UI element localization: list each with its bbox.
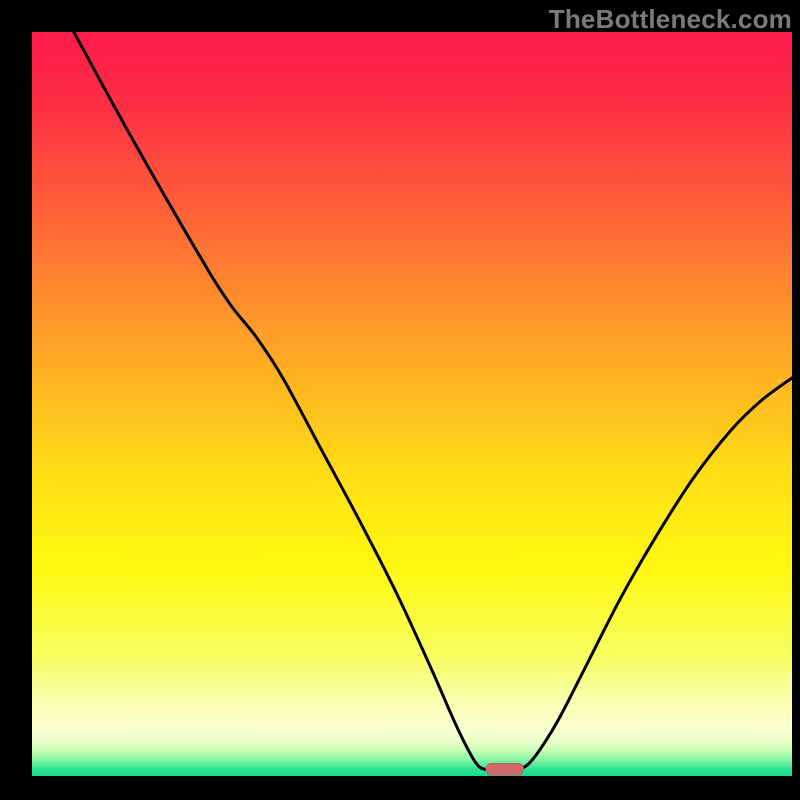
chart-frame: TheBottleneck.com bbox=[0, 0, 800, 800]
optimal-marker bbox=[486, 763, 524, 775]
gradient-background bbox=[32, 32, 792, 776]
bottleneck-chart bbox=[0, 0, 800, 800]
watermark-text: TheBottleneck.com bbox=[549, 4, 792, 35]
